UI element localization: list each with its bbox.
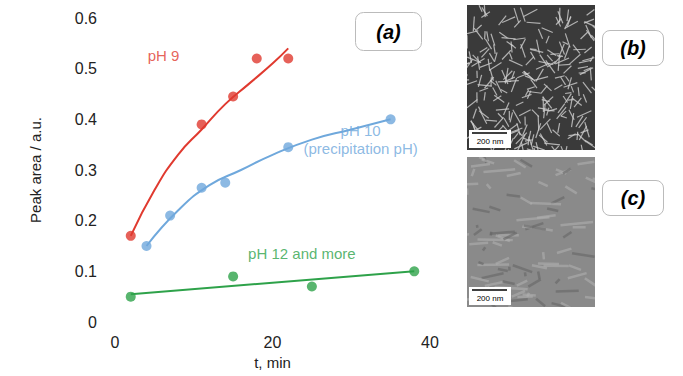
svg-text:20: 20 xyxy=(264,334,282,351)
svg-text:(a): (a) xyxy=(376,21,401,43)
svg-text:(precipitation pH): (precipitation pH) xyxy=(304,140,418,157)
svg-text:0.1: 0.1 xyxy=(75,263,97,280)
html-text:(c): (c) xyxy=(620,186,646,209)
svg-text:t, min: t, min xyxy=(254,354,291,371)
svg-text:Peak area / a.u.: Peak area / a.u. xyxy=(27,117,44,223)
html-text:(b): (b) xyxy=(620,36,646,59)
svg-text:40: 40 xyxy=(421,334,439,351)
svg-text:pH 9: pH 9 xyxy=(148,47,180,64)
svg-text:200 nm: 200 nm xyxy=(477,294,504,303)
svg-text:0: 0 xyxy=(88,314,97,331)
svg-text:0.4: 0.4 xyxy=(75,111,97,128)
svg-text:pH 12 and more: pH 12 and more xyxy=(248,245,356,262)
svg-text:0.3: 0.3 xyxy=(75,162,97,179)
svg-text:0: 0 xyxy=(111,334,120,351)
svg-text:200 nm: 200 nm xyxy=(477,137,504,146)
svg-text:0.5: 0.5 xyxy=(75,60,97,77)
svg-text:pH 10: pH 10 xyxy=(341,122,381,139)
svg-text:0.2: 0.2 xyxy=(75,212,97,229)
svg-text:0.6: 0.6 xyxy=(75,10,97,27)
